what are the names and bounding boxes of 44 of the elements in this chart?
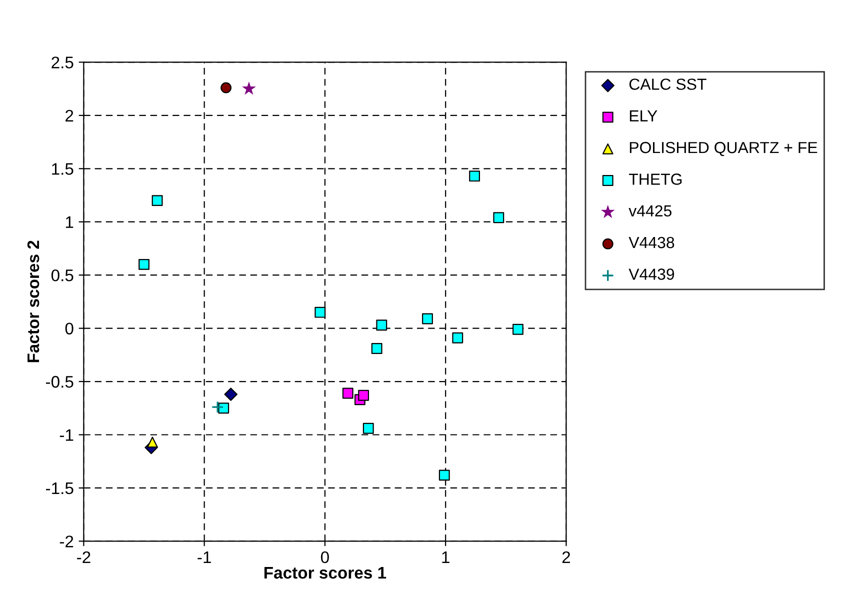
point <box>469 170 480 182</box>
point <box>211 400 224 414</box>
point <box>146 436 158 448</box>
y-tick-label: 2.5 <box>52 56 74 68</box>
point <box>371 343 382 354</box>
point <box>218 402 230 414</box>
y-axis-title: Factor scores 2 <box>27 240 40 362</box>
y-tick-label: -1 <box>60 429 74 441</box>
x-tick-label: 1 <box>442 552 450 563</box>
point <box>493 212 504 224</box>
y-tick-label: 1.5 <box>52 163 74 175</box>
x-tick-label: -2 <box>77 551 90 563</box>
y-tick-label: -2 <box>60 536 74 548</box>
point <box>314 306 326 318</box>
point <box>362 422 374 434</box>
y-tick-label: 0.5 <box>51 269 74 282</box>
point <box>342 388 354 399</box>
y-tick-label: -1.5 <box>46 482 74 494</box>
legend-label: V4439 <box>628 268 674 280</box>
y-tick-label: 1 <box>66 216 74 228</box>
point <box>138 258 150 270</box>
point <box>452 332 464 344</box>
legend-label: ELY <box>630 110 658 122</box>
legend-label: CALC SST <box>629 78 706 90</box>
legend-label: V4438 <box>628 236 674 248</box>
point <box>358 390 370 401</box>
point <box>242 82 256 95</box>
x-tick-label: 0 <box>320 551 329 564</box>
y-tick-label: 2 <box>66 110 74 122</box>
point <box>376 320 388 331</box>
y-tick-label: -0.5 <box>46 376 74 388</box>
x-tick-label: 2 <box>562 551 570 563</box>
point <box>512 324 524 335</box>
x-axis-title: Factor scores 1 <box>264 567 386 579</box>
x-tick-label: -1 <box>198 552 211 563</box>
y-tick-label: 0 <box>65 322 74 335</box>
point <box>422 313 433 324</box>
point <box>152 195 163 206</box>
point <box>224 388 238 401</box>
point <box>438 470 450 481</box>
legend-label: v4425 <box>628 205 672 217</box>
legend-label: POLISHED QUARTZ + FE <box>630 142 818 156</box>
legend-label: THETG <box>628 174 682 185</box>
point <box>220 82 232 94</box>
